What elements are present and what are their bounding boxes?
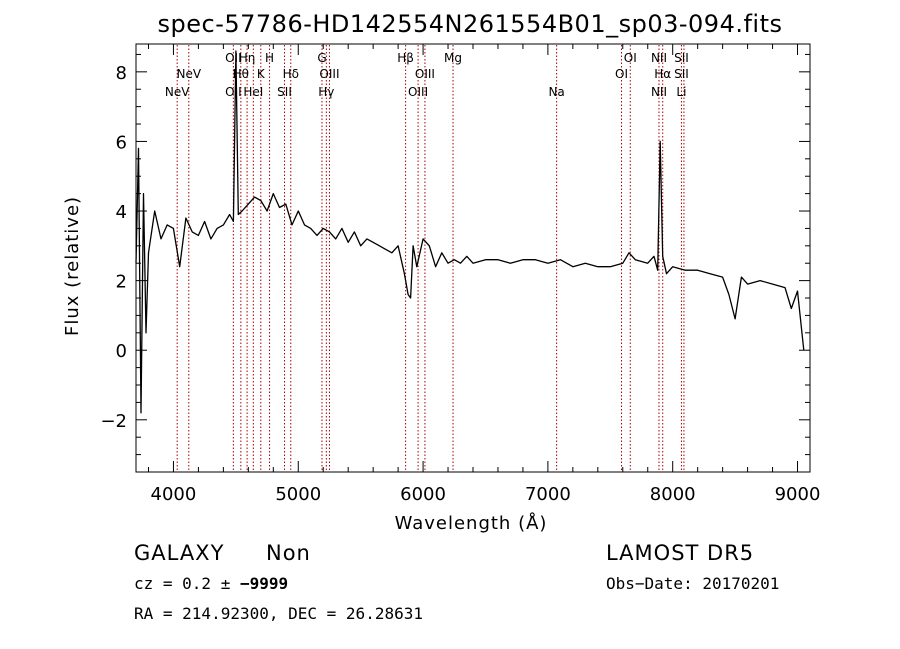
y-tick-label: 8 (116, 63, 127, 84)
line-label: OII (225, 85, 242, 99)
survey-name: LAMOST DR5 (606, 541, 755, 565)
line-markers (176, 45, 685, 471)
line-label: OIII (319, 67, 339, 81)
line-label: SII (674, 67, 689, 81)
line-label: Hγ (318, 85, 334, 99)
x-tick-label: 6000 (400, 484, 446, 505)
line-label: OIII (415, 67, 435, 81)
x-tick-label: 8000 (650, 484, 696, 505)
line-label: Mg (444, 51, 462, 65)
redshift-readout: cz = 0.2 ± −9999 (134, 574, 288, 593)
line-label: K (257, 67, 266, 81)
y-tick-label: 2 (116, 272, 127, 293)
x-axis-label: Wavelength (Å) (395, 512, 548, 534)
y-tick-label: 4 (116, 202, 127, 223)
line-label: Na (548, 85, 564, 99)
y-tick-label: 0 (116, 341, 127, 362)
object-class: GALAXY (134, 541, 225, 565)
line-label: NeV (177, 67, 202, 81)
line-label: Hη (239, 51, 256, 65)
spectrum-series (135, 50, 805, 414)
line-label: Hβ (397, 51, 414, 65)
line-label: H (265, 51, 274, 65)
line-label: G (317, 51, 326, 65)
x-tick-label: 9000 (775, 484, 821, 505)
line-label: OI (615, 67, 628, 81)
line-label: Hδ (283, 67, 299, 81)
coordinates: RA = 214.92300, DEC = 26.28631 (134, 604, 423, 623)
chart-title: spec-57786-HD142554N261554B01_sp03-094.f… (157, 10, 783, 38)
spectrum-line (135, 50, 805, 414)
y-axis-label: Flux (relative) (62, 196, 83, 336)
line-label: SII (674, 51, 689, 65)
y-tick-label: 6 (116, 132, 127, 153)
line-label: Hθ (233, 67, 249, 81)
line-label: NeV (165, 85, 190, 99)
line-label: HeI (243, 85, 263, 99)
line-label: OIII (408, 85, 428, 99)
y-tick-label: −2 (100, 411, 127, 432)
line-label: Hα (654, 67, 671, 81)
obs-date: Obs−Date: 20170201 (606, 574, 780, 593)
object-subclass: Non (266, 541, 311, 565)
line-label: SII (277, 85, 292, 99)
line-label: NII (651, 85, 667, 99)
cz-value: cz = 0.2 ± (134, 574, 240, 593)
line-label: NII (651, 51, 667, 65)
line-label: OII (225, 51, 242, 65)
x-tick-label: 5000 (275, 484, 321, 505)
line-label: OI (624, 51, 637, 65)
x-tick-label: 4000 (151, 484, 197, 505)
x-tick-label: 7000 (525, 484, 571, 505)
cz-error: −9999 (239, 574, 289, 593)
line-labels: NeVNeVOIIOIIHθHηHeIKHSIIHδGHγOIIIHβOIIIO… (165, 51, 689, 99)
axis-ticks: 4000 5000 6000 7000 8000 9000 −2 0 2 4 6 8 (100, 44, 820, 505)
line-label: Li (676, 85, 686, 99)
